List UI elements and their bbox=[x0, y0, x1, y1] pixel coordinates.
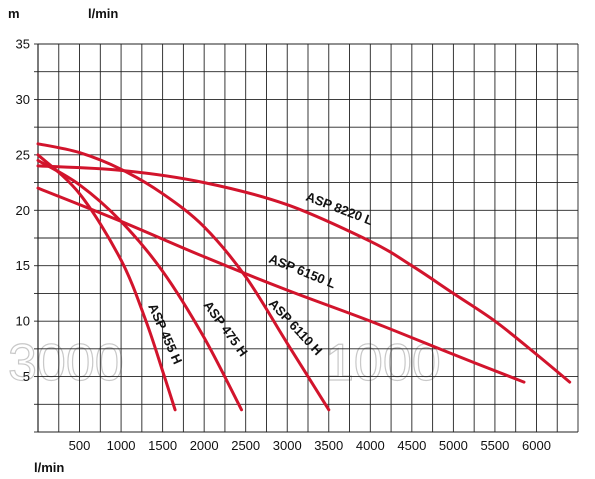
tick-labels: 5 10 15 20 25 30 35 500 1000 1500 2000 2500 3000 3500… bbox=[16, 37, 551, 454]
y-tick-label: 20 bbox=[16, 203, 30, 218]
pump-curve-asp-6150-l bbox=[36, 186, 526, 384]
pump-curve-asp-475-h bbox=[36, 158, 243, 412]
y-tick-label: 30 bbox=[16, 92, 30, 107]
x-tick-label: 2000 bbox=[190, 438, 219, 453]
curve-label: ASP 475 H bbox=[201, 298, 251, 359]
curve-label: ASP 8220 L bbox=[304, 189, 375, 228]
watermark-text: 3000 bbox=[8, 334, 124, 392]
x-tick-label: 5500 bbox=[480, 438, 509, 453]
y-tick-label: 10 bbox=[16, 314, 30, 329]
x-tick-label: 1000 bbox=[107, 438, 136, 453]
x-tick-label: 3500 bbox=[314, 438, 343, 453]
x-tick-label: 4500 bbox=[397, 438, 426, 453]
y-tick-label: 15 bbox=[16, 258, 30, 273]
y-tick-label: 5 bbox=[23, 369, 30, 384]
pump-curve-asp-6110-h bbox=[36, 142, 331, 412]
pump-curve-asp-8220-l bbox=[36, 164, 572, 384]
x-tick-label: 4000 bbox=[356, 438, 385, 453]
watermark: 3000 1000 bbox=[7, 333, 441, 392]
x-tick-label: 2500 bbox=[231, 438, 260, 453]
pump-curve-asp-455-h bbox=[36, 153, 177, 412]
y-axis-unit-label: m bbox=[8, 6, 20, 21]
x-axis-unit-label: l/min bbox=[34, 460, 64, 475]
x-tick-label: 3000 bbox=[273, 438, 302, 453]
top-unit-label: l/min bbox=[88, 6, 118, 21]
x-tick-label: 500 bbox=[69, 438, 91, 453]
x-tick-label: 1500 bbox=[148, 438, 177, 453]
curves bbox=[36, 142, 572, 412]
x-tick-label: 5000 bbox=[439, 438, 468, 453]
y-tick-label: 35 bbox=[16, 37, 30, 52]
y-tick-label: 25 bbox=[16, 147, 30, 162]
x-tick-label: 6000 bbox=[522, 438, 551, 453]
